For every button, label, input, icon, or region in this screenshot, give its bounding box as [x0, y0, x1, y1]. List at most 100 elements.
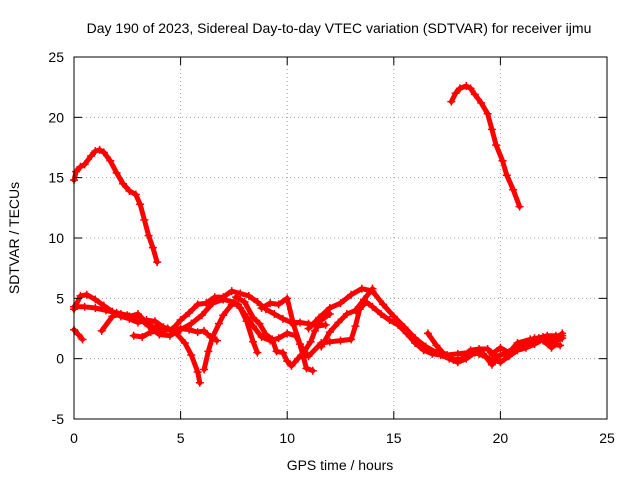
data-point	[455, 84, 464, 93]
axis-ticks	[73, 56, 608, 420]
data-point	[368, 284, 377, 293]
x-tick-labels: 0 5 10 15 20 25	[70, 430, 615, 446]
data-point	[261, 330, 270, 339]
data-point	[255, 319, 264, 328]
data-point	[325, 303, 334, 312]
x-tick-label: 15	[386, 430, 402, 446]
data-series	[70, 81, 567, 387]
data-point	[487, 125, 496, 134]
data-point	[144, 231, 153, 240]
data-point	[487, 360, 496, 369]
data-point	[240, 297, 249, 306]
data-point	[101, 306, 110, 315]
data-point	[270, 310, 279, 319]
y-tick-label: 15	[48, 170, 64, 186]
data-point	[153, 258, 162, 267]
data-point	[543, 331, 552, 340]
data-point	[155, 326, 164, 335]
data-point	[266, 299, 275, 308]
data-point	[151, 317, 160, 326]
data-point	[142, 318, 151, 327]
data-point	[193, 300, 202, 309]
data-point	[146, 328, 155, 337]
x-tick-label: 5	[177, 430, 185, 446]
data-point	[125, 186, 134, 195]
data-point	[379, 300, 388, 309]
data-point	[447, 97, 456, 106]
series-arc-10	[257, 294, 317, 375]
data-point	[232, 293, 241, 302]
data-point	[119, 179, 128, 188]
data-point	[351, 322, 360, 331]
data-point	[91, 147, 100, 156]
data-point	[347, 335, 356, 344]
data-point	[187, 351, 196, 360]
data-point	[204, 347, 213, 356]
data-point	[440, 351, 449, 360]
y-tick-label: 10	[48, 230, 64, 246]
data-point	[214, 319, 223, 328]
grid-lines	[74, 57, 607, 419]
data-point	[325, 328, 334, 337]
y-tick-label: 25	[48, 49, 64, 65]
data-point	[496, 358, 505, 367]
series-arc-1	[70, 145, 162, 267]
data-point	[195, 378, 204, 387]
data-point	[95, 145, 104, 154]
data-point	[165, 331, 174, 340]
data-point	[308, 366, 317, 375]
data-point	[347, 290, 356, 299]
data-point	[304, 324, 313, 333]
data-point	[470, 90, 479, 99]
y-tick-label: 0	[56, 351, 64, 367]
data-point	[116, 310, 125, 319]
data-point	[193, 328, 202, 337]
data-point	[74, 330, 83, 339]
data-point	[240, 310, 249, 319]
data-point	[483, 345, 492, 354]
data-point	[253, 348, 262, 357]
data-point	[496, 343, 505, 352]
data-point	[539, 336, 548, 345]
data-point	[321, 320, 330, 329]
data-point	[138, 332, 147, 341]
data-point	[244, 291, 253, 300]
data-point	[317, 342, 326, 351]
data-point	[72, 167, 81, 176]
data-point	[257, 303, 266, 312]
data-point	[278, 314, 287, 323]
data-point	[336, 336, 345, 345]
data-point	[394, 320, 403, 329]
data-point	[210, 293, 219, 302]
data-point	[249, 337, 258, 346]
data-point	[129, 331, 138, 340]
data-point	[336, 299, 345, 308]
data-point	[477, 98, 486, 107]
data-point	[136, 200, 145, 209]
data-point	[283, 329, 292, 338]
data-point	[423, 329, 432, 338]
data-point	[283, 294, 292, 303]
data-point	[78, 335, 87, 344]
data-point	[253, 297, 262, 306]
chart-title: Day 190 of 2023, Sidereal Day-to-day VTE…	[87, 20, 592, 36]
data-point	[140, 215, 149, 224]
x-tick-label: 20	[493, 430, 509, 446]
data-point	[289, 320, 298, 329]
data-point	[411, 338, 420, 347]
data-point	[492, 141, 501, 150]
y-tick-label: 20	[48, 109, 64, 125]
data-point	[91, 303, 100, 312]
data-point	[487, 349, 496, 358]
data-point	[310, 326, 319, 335]
data-point	[498, 156, 507, 165]
series-arc-8	[200, 300, 311, 374]
data-point	[342, 310, 351, 319]
data-point	[458, 354, 467, 363]
data-point	[432, 341, 441, 350]
series-arc-13	[317, 284, 377, 351]
data-point	[502, 171, 511, 180]
data-point	[287, 361, 296, 370]
data-point	[530, 334, 539, 343]
